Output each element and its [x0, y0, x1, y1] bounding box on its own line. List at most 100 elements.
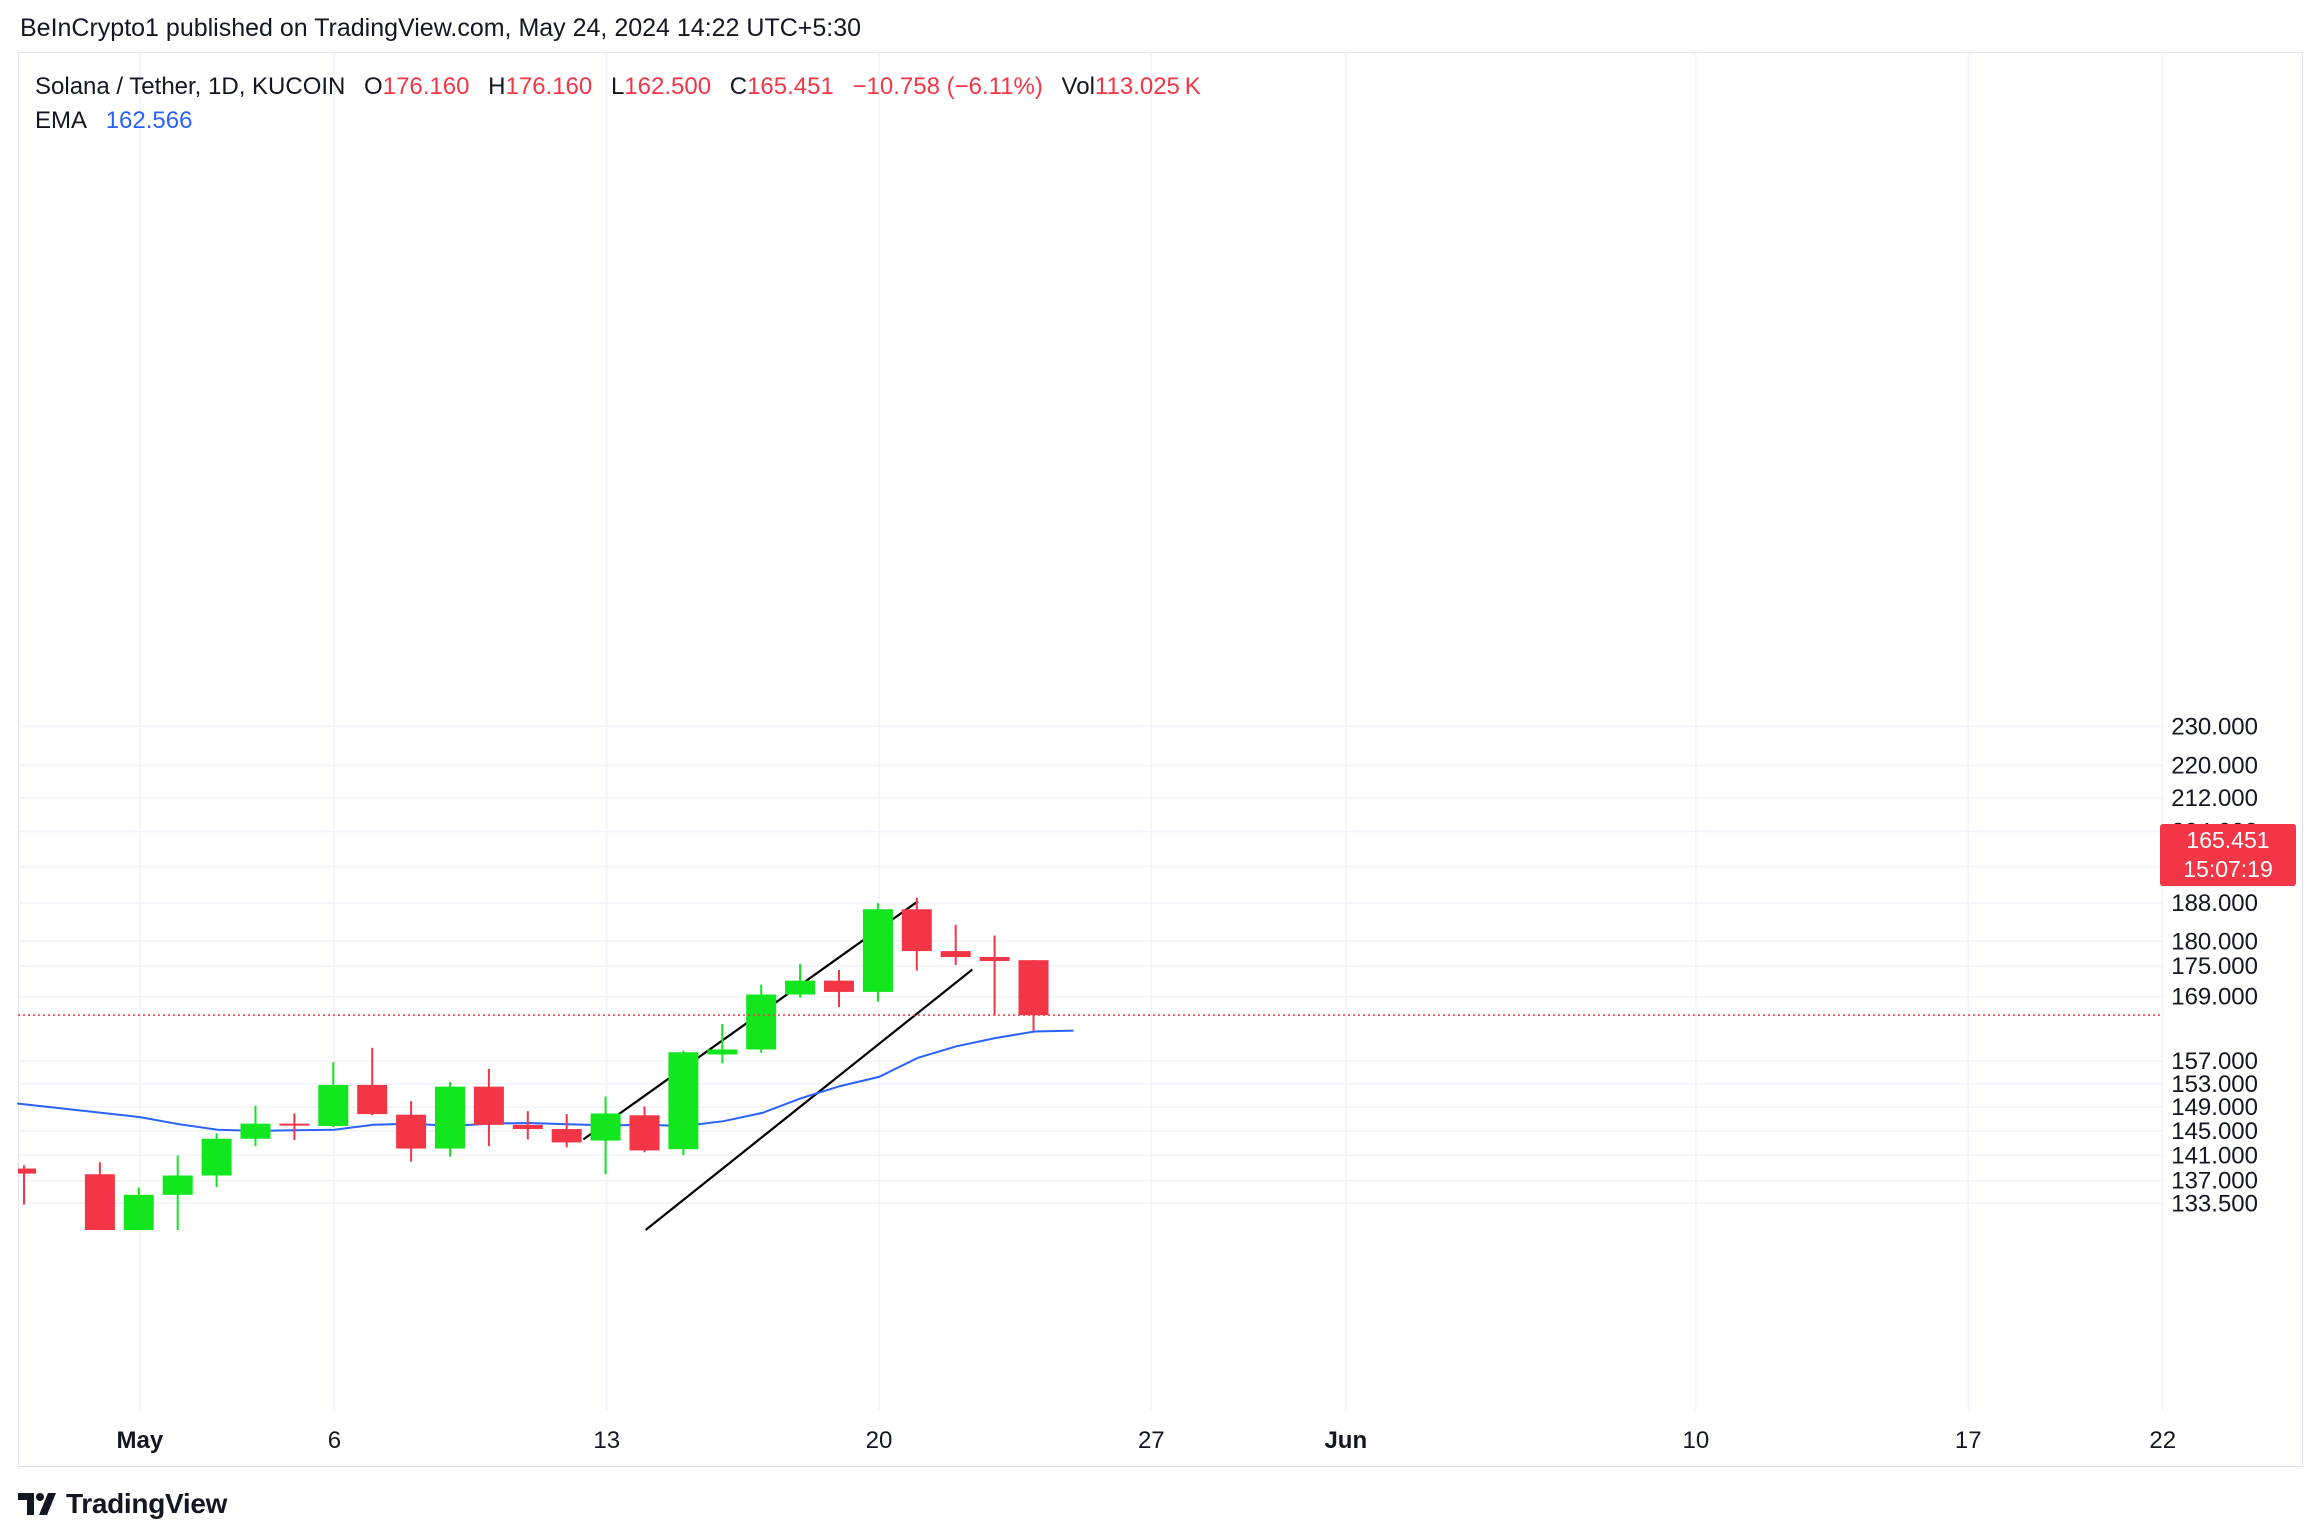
y-tick-label: 149.000 [2171, 1094, 2258, 1121]
ohlc-row: Solana / Tether, 1D, KUCOIN O176.160 H17… [35, 70, 1201, 104]
candle-body [901, 909, 932, 952]
tradingview-wordmark: TradingView [66, 1488, 228, 1519]
y-tick-label: 188.000 [2171, 890, 2258, 917]
candle-up[interactable] [435, 1082, 465, 1157]
tradingview-logo[interactable]: TradingView [18, 1484, 227, 1524]
x-tick-label: 17 [1955, 1427, 1982, 1454]
price-chart[interactable]: 230.000220.000212.000204.000196.000188.0… [0, 0, 2320, 1480]
bar-countdown: 15:07:19 [2183, 856, 2273, 882]
low-label: L [610, 73, 625, 100]
candle-down[interactable] [940, 924, 971, 965]
high-label: H [488, 73, 506, 100]
candle-down[interactable] [473, 1068, 504, 1147]
candle-body [746, 994, 777, 1050]
y-tick-label: 137.000 [2171, 1168, 2258, 1195]
close-value: 165.451 [747, 73, 834, 100]
candle-body [629, 1115, 660, 1151]
x-tick-label: 22 [2149, 1427, 2176, 1454]
candle-body [979, 957, 1010, 961]
ema-label[interactable]: EMA [35, 107, 88, 134]
candle-body [435, 1086, 465, 1149]
candle-down[interactable] [357, 1047, 388, 1116]
x-tick-label: 6 [328, 1427, 341, 1454]
candle-body [707, 1049, 738, 1055]
ema-row: EMA 162.566 [35, 104, 1201, 138]
candle-down[interactable] [1018, 960, 1049, 1031]
last-price-badge: 165.451 15:07:19 [2160, 824, 2296, 886]
candle-body [551, 1129, 582, 1143]
open-label: O [364, 73, 383, 100]
symbol-label[interactable]: Solana / Tether, 1D, KUCOIN [35, 73, 346, 100]
candle-up[interactable] [123, 1187, 154, 1230]
candle-body [512, 1124, 543, 1130]
publisher-header: BeInCrypto1 published on TradingView.com… [20, 14, 862, 42]
candle-down[interactable] [18, 1165, 36, 1205]
candle-up[interactable] [668, 1050, 699, 1156]
x-tick-label: 20 [866, 1427, 893, 1454]
candle-up[interactable] [201, 1133, 232, 1188]
y-tick-label: 145.000 [2171, 1118, 2258, 1145]
y-tick-label: 175.000 [2171, 953, 2258, 980]
time-axis: May 6 13 20 27 Jun 10 17 22 [117, 1427, 2176, 1454]
volume-value: 113.025 K [1094, 73, 1201, 100]
price-axis: 230.000220.000212.000204.000196.000188.0… [2171, 713, 2258, 1217]
chart-frame [18, 52, 2303, 1467]
chart-legend: Solana / Tether, 1D, KUCOIN O176.160 H17… [35, 70, 1201, 138]
candle-down[interactable] [396, 1101, 427, 1162]
ema-layer [16, 1029, 1074, 1132]
y-tick-label: 141.000 [2171, 1142, 2258, 1169]
candle-body [1018, 960, 1049, 1016]
candle-down[interactable] [512, 1111, 543, 1140]
y-tick-label: 157.000 [2171, 1048, 2258, 1075]
candle-up[interactable] [746, 984, 777, 1053]
candle-up[interactable] [240, 1105, 271, 1147]
candle-down[interactable] [551, 1114, 582, 1148]
candle-body [590, 1113, 621, 1141]
candle-body [824, 980, 854, 992]
candle-body [862, 909, 893, 992]
open-value: 176.160 [382, 73, 470, 100]
candle-up[interactable] [785, 963, 816, 998]
x-tick-label: May [117, 1427, 164, 1454]
candle-up[interactable] [162, 1155, 193, 1230]
candle-body [357, 1084, 388, 1115]
candle-body [279, 1123, 310, 1126]
y-tick-label: 220.000 [2171, 752, 2258, 779]
candle-body [668, 1052, 699, 1150]
y-tick-label: 180.000 [2171, 928, 2258, 955]
candle-up[interactable] [862, 903, 893, 1002]
candle-up[interactable] [318, 1062, 349, 1128]
last-price-value: 165.451 [2186, 827, 2270, 853]
candle-body [318, 1084, 349, 1127]
y-tick-label: 133.500 [2171, 1190, 2258, 1217]
ema-value: 162.566 [105, 107, 193, 134]
candle-up[interactable] [707, 1023, 738, 1064]
ema-line[interactable] [16, 1029, 1074, 1132]
candle-down[interactable] [84, 1162, 115, 1230]
candle-body [785, 980, 816, 995]
candle-up[interactable] [590, 1096, 621, 1175]
candle-body [123, 1194, 154, 1230]
y-tick-label: 169.000 [2171, 984, 2258, 1011]
volume-label: Vol [1061, 73, 1095, 100]
grid-layer [18, 52, 2164, 1410]
candle-down[interactable] [824, 970, 854, 1008]
candle-layer [18, 897, 1049, 1230]
y-tick-label: 212.000 [2171, 785, 2258, 812]
y-tick-label: 230.000 [2171, 713, 2258, 740]
candle-down[interactable] [279, 1113, 310, 1140]
tradingview-logo-icon [18, 1493, 56, 1515]
candle-down[interactable] [979, 935, 1010, 1016]
candle-down[interactable] [629, 1106, 660, 1153]
candle-body [240, 1123, 271, 1139]
candle-body [473, 1086, 504, 1125]
candle-down[interactable] [901, 897, 932, 971]
x-tick-label: 10 [1683, 1427, 1710, 1454]
x-tick-label: Jun [1324, 1427, 1367, 1454]
candle-body [84, 1174, 115, 1230]
x-tick-label: 13 [593, 1427, 620, 1454]
candle-body [396, 1114, 427, 1149]
channel-trendline[interactable] [644, 968, 974, 1231]
high-value: 176.160 [505, 73, 593, 100]
candle-body [18, 1168, 36, 1174]
